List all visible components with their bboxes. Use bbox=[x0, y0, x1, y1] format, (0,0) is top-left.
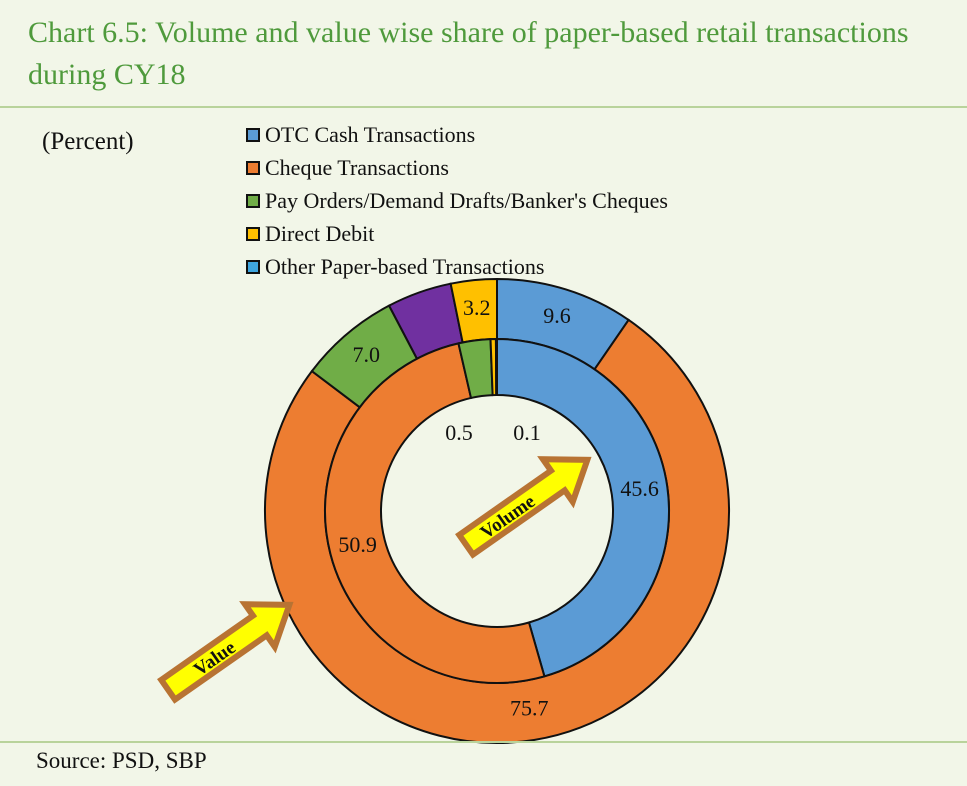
unit-label: (Percent) bbox=[42, 128, 134, 155]
value-arrow: Value bbox=[157, 601, 294, 704]
legend-item-pay-orders: Pay Orders/Demand Drafts/Banker's Cheque… bbox=[246, 184, 668, 217]
inner-ring-volume bbox=[324, 337, 670, 684]
legend-label-other: Other Paper-based Transactions bbox=[265, 253, 545, 279]
data-labels: 45.6 50.9 0.5 0.1 9.6 75.7 7.0 3.2 bbox=[338, 295, 659, 720]
chart-title: Chart 6.5: Volume and value wise share o… bbox=[28, 16, 909, 91]
legend-swatch-otc bbox=[246, 127, 260, 142]
legend-item-direct-debit: Direct Debit bbox=[246, 217, 668, 250]
inner-slice-cheque bbox=[324, 342, 546, 684]
legend-swatch-other bbox=[246, 259, 260, 274]
inner-label-cheque: 50.9 bbox=[338, 532, 377, 557]
outer-label-other: 3.2 bbox=[463, 295, 491, 320]
volume-arrow: Volume bbox=[455, 456, 592, 559]
source-note: Source: PSD, SBP bbox=[36, 748, 207, 773]
inner-label-direct-debit: 0.5 bbox=[445, 420, 473, 445]
bottom-divider bbox=[0, 741, 967, 743]
legend-label-direct-debit: Direct Debit bbox=[265, 220, 375, 246]
outer-label-cheque: 75.7 bbox=[510, 695, 549, 720]
outer-ring-value bbox=[264, 277, 730, 744]
legend-item-cheque: Cheque Transactions bbox=[246, 151, 668, 184]
outer-label-pay-orders: 7.0 bbox=[353, 342, 381, 367]
inner-label-otc: 45.6 bbox=[620, 476, 659, 501]
inner-slice-otc bbox=[496, 337, 670, 678]
legend-item-other: Other Paper-based Transactions bbox=[246, 250, 668, 283]
inner-label-other: 0.1 bbox=[513, 420, 541, 445]
outer-label-otc: 9.6 bbox=[543, 303, 571, 328]
top-divider bbox=[0, 106, 967, 108]
chart-legend: OTC Cash Transactions Cheque Transaction… bbox=[246, 118, 668, 283]
inner-slice-other bbox=[494, 337, 498, 397]
legend-label-pay-orders: Pay Orders/Demand Drafts/Banker's Cheque… bbox=[265, 187, 668, 213]
legend-swatch-pay-orders bbox=[246, 193, 260, 208]
legend-label-otc: OTC Cash Transactions bbox=[265, 121, 476, 147]
legend-swatch-direct-debit bbox=[246, 226, 260, 241]
legend-swatch-cheque bbox=[246, 160, 260, 175]
legend-item-otc: OTC Cash Transactions bbox=[246, 118, 668, 151]
legend-label-cheque: Cheque Transactions bbox=[265, 154, 449, 180]
